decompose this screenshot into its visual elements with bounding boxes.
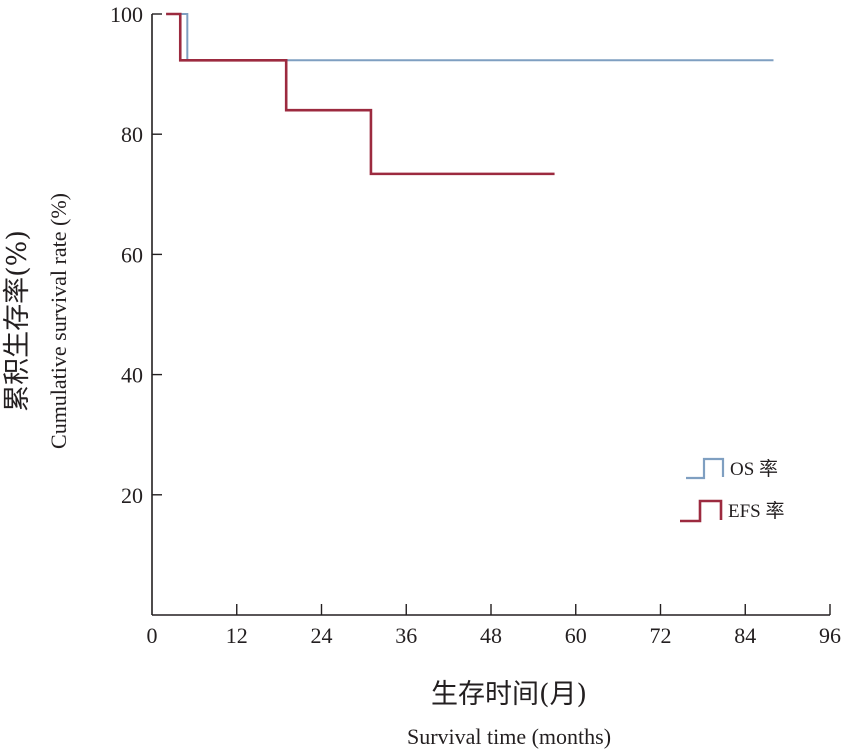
x-tick-label: 72 bbox=[650, 623, 672, 648]
x-tick-label: 48 bbox=[480, 623, 502, 648]
legend-efs-label: EFS 率 bbox=[728, 500, 785, 522]
x-tick-label: 0 bbox=[147, 623, 158, 648]
x-tick-label: 84 bbox=[734, 623, 756, 648]
x-tick-label: 36 bbox=[395, 623, 417, 648]
ticks: 0 12 24 36 48 60 72 84 96 20 40 60 80 100 bbox=[110, 2, 841, 648]
series-layer bbox=[166, 12, 774, 176]
x-tick-label: 24 bbox=[311, 623, 333, 648]
efs-survival-line bbox=[166, 12, 555, 176]
y-tick-label: 20 bbox=[121, 483, 143, 508]
y-axis-title-en: Cumulative survival rate (%) bbox=[46, 193, 71, 449]
legend-os-symbol bbox=[686, 457, 725, 480]
legend-os-label: OS 率 bbox=[730, 458, 778, 480]
axes bbox=[151, 14, 830, 616]
x-axis-title-en: Survival time (months) bbox=[407, 724, 611, 749]
x-tick-label: 96 bbox=[819, 623, 841, 648]
y-tick-label: 40 bbox=[121, 363, 143, 388]
y-tick-label: 100 bbox=[110, 2, 143, 27]
legend-efs-symbol bbox=[680, 499, 723, 523]
y-axis-title-cn: 累积生存率(%) bbox=[2, 230, 33, 412]
legend: OS 率 EFS 率 bbox=[680, 457, 785, 523]
os-survival-line bbox=[166, 13, 774, 62]
y-tick-label: 60 bbox=[121, 242, 143, 267]
x-tick-label: 60 bbox=[565, 623, 587, 648]
y-tick-label: 80 bbox=[121, 122, 143, 147]
x-axis-title-cn: 生存时间(月) bbox=[431, 679, 587, 710]
x-tick-label: 12 bbox=[226, 623, 248, 648]
